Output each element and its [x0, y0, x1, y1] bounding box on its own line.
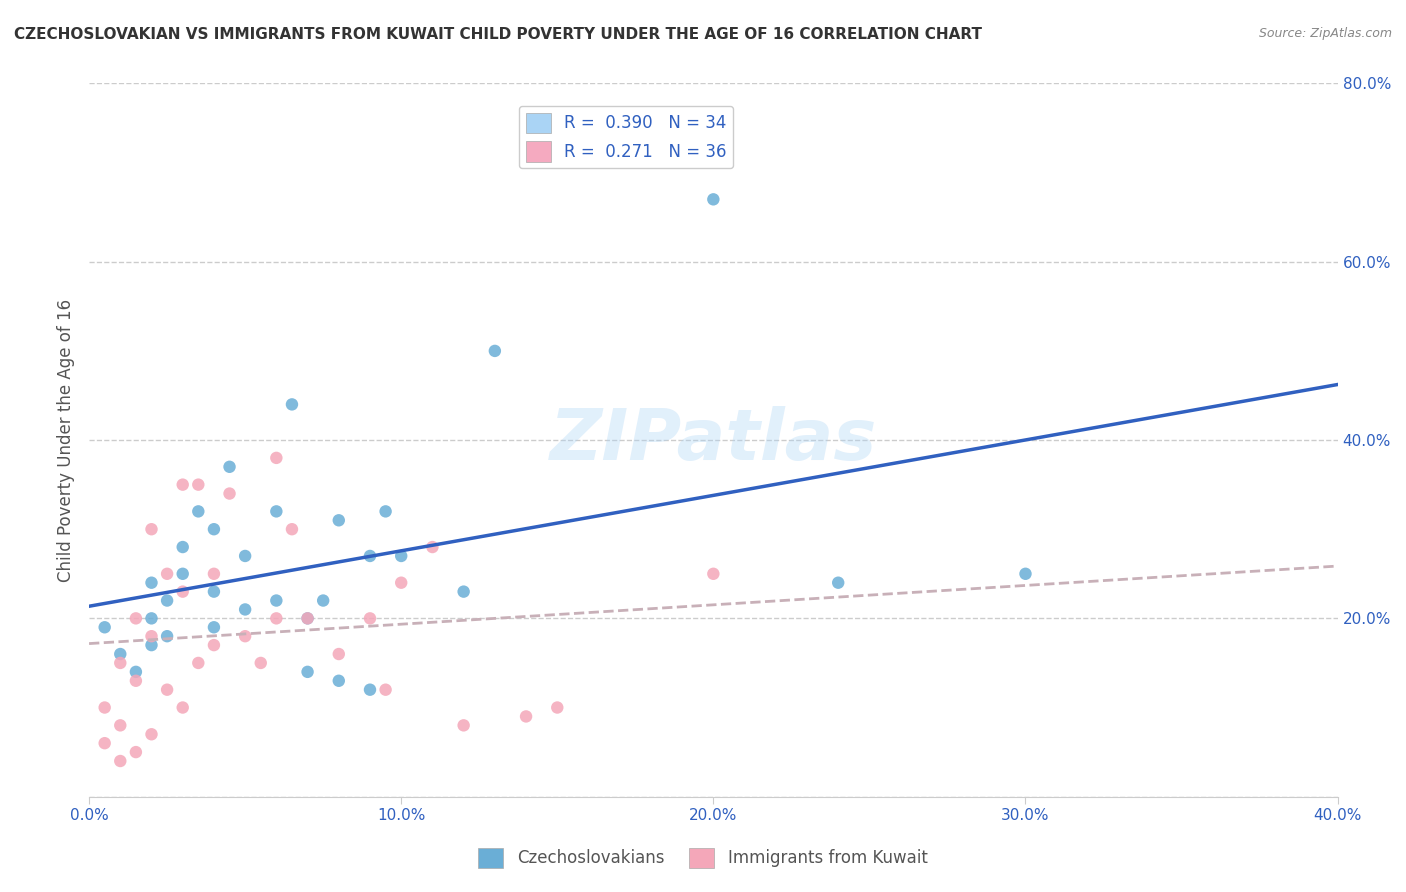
- Legend: Czechoslovakians, Immigrants from Kuwait: Czechoslovakians, Immigrants from Kuwait: [472, 841, 934, 875]
- Point: [156, 682, 179, 697]
- Text: CZECHOSLOVAKIAN VS IMMIGRANTS FROM KUWAIT CHILD POVERTY UNDER THE AGE OF 16 CORR: CZECHOSLOVAKIAN VS IMMIGRANTS FROM KUWAI…: [14, 27, 981, 42]
- Point: [266, 504, 288, 518]
- Point: [389, 575, 412, 590]
- Point: [827, 575, 849, 590]
- Point: [187, 656, 209, 670]
- Point: [125, 665, 148, 679]
- Point: [141, 727, 163, 741]
- Legend: R =  0.390   N = 34, R =  0.271   N = 36: R = 0.390 N = 34, R = 0.271 N = 36: [519, 106, 733, 169]
- Point: [359, 682, 381, 697]
- Point: [297, 665, 319, 679]
- Point: [233, 549, 256, 563]
- Point: [125, 673, 148, 688]
- Point: [141, 575, 163, 590]
- Point: [218, 486, 240, 500]
- Point: [110, 754, 132, 768]
- Point: [266, 450, 288, 465]
- Point: [172, 584, 194, 599]
- Point: [141, 611, 163, 625]
- Point: [202, 620, 225, 634]
- Point: [202, 522, 225, 536]
- Point: [172, 540, 194, 554]
- Point: [233, 629, 256, 643]
- Point: [156, 566, 179, 581]
- Point: [141, 522, 163, 536]
- Text: ZIPatlas: ZIPatlas: [550, 406, 877, 475]
- Point: [93, 736, 115, 750]
- Point: [359, 611, 381, 625]
- Point: [374, 504, 396, 518]
- Point: [110, 647, 132, 661]
- Point: [156, 593, 179, 607]
- Point: [266, 593, 288, 607]
- Point: [374, 682, 396, 697]
- Point: [249, 656, 271, 670]
- Point: [93, 700, 115, 714]
- Point: [328, 647, 350, 661]
- Point: [546, 700, 568, 714]
- Point: [266, 611, 288, 625]
- Point: [172, 566, 194, 581]
- Point: [125, 745, 148, 759]
- Point: [359, 549, 381, 563]
- Point: [218, 459, 240, 474]
- Point: [702, 566, 724, 581]
- Point: [1014, 566, 1036, 581]
- Point: [202, 566, 225, 581]
- Point: [93, 620, 115, 634]
- Point: [328, 513, 350, 527]
- Point: [187, 477, 209, 491]
- Point: [172, 477, 194, 491]
- Point: [515, 709, 537, 723]
- Point: [297, 611, 319, 625]
- Point: [389, 549, 412, 563]
- Point: [110, 718, 132, 732]
- Text: Source: ZipAtlas.com: Source: ZipAtlas.com: [1258, 27, 1392, 40]
- Point: [125, 611, 148, 625]
- Point: [702, 192, 724, 206]
- Point: [156, 629, 179, 643]
- Point: [187, 504, 209, 518]
- Point: [141, 629, 163, 643]
- Point: [110, 656, 132, 670]
- Point: [233, 602, 256, 616]
- Point: [202, 638, 225, 652]
- Point: [172, 700, 194, 714]
- Point: [202, 584, 225, 599]
- Point: [141, 638, 163, 652]
- Point: [328, 673, 350, 688]
- Point: [453, 584, 475, 599]
- Y-axis label: Child Poverty Under the Age of 16: Child Poverty Under the Age of 16: [58, 299, 75, 582]
- Point: [312, 593, 335, 607]
- Point: [281, 522, 304, 536]
- Point: [422, 540, 444, 554]
- Point: [453, 718, 475, 732]
- Point: [297, 611, 319, 625]
- Point: [281, 397, 304, 411]
- Point: [484, 343, 506, 358]
